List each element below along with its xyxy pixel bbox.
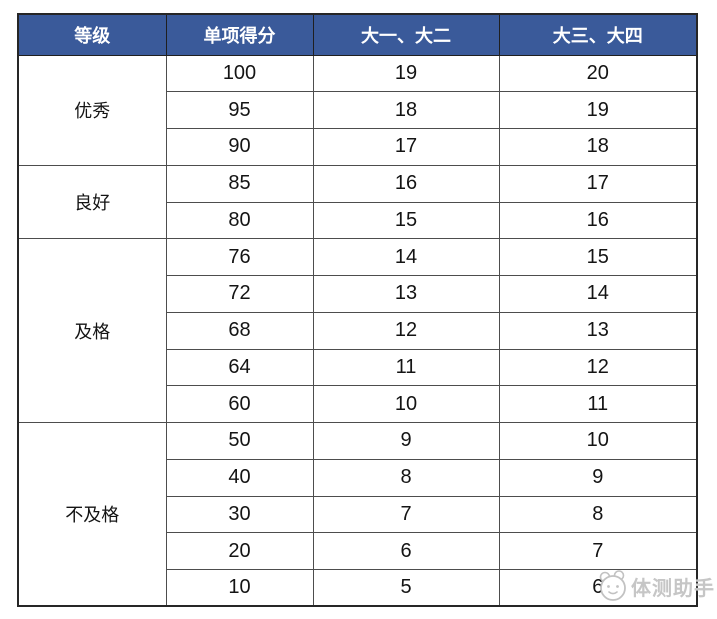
column-header-grade: 等级 bbox=[17, 13, 167, 56]
grade-cell-fail: 不及格 bbox=[17, 422, 167, 607]
table-row: 20 6 7 bbox=[18, 532, 698, 570]
column-header-score: 单项得分 bbox=[165, 13, 314, 56]
score-cell: 11 bbox=[312, 348, 500, 387]
score-cell: 60 bbox=[165, 385, 314, 423]
score-cell: 8 bbox=[312, 458, 500, 497]
header-row: 等级 单项得分 大一、大二 大三、大四 bbox=[17, 13, 698, 56]
score-cell: 85 bbox=[165, 164, 314, 203]
score-cell: 40 bbox=[165, 458, 314, 497]
column-header-fresh: 大一、大二 bbox=[312, 13, 500, 56]
score-cell: 13 bbox=[312, 275, 500, 313]
table-row: 80 15 16 bbox=[18, 201, 698, 240]
table-row: 优秀 100 19 20 bbox=[17, 54, 698, 166]
table-header: 等级 单项得分 大一、大二 大三、大四 bbox=[17, 13, 698, 56]
score-cell: 15 bbox=[498, 238, 698, 276]
score-cell: 16 bbox=[312, 164, 500, 203]
score-cell: 19 bbox=[312, 54, 500, 93]
table-row: 良好 85 16 17 bbox=[17, 164, 698, 240]
score-cell: 11 bbox=[498, 385, 698, 423]
grade-cell-pass: 及格 bbox=[17, 238, 167, 423]
score-cell: 7 bbox=[312, 495, 500, 534]
table-row: 60 10 11 bbox=[18, 385, 698, 423]
score-cell: 68 bbox=[165, 311, 314, 350]
score-cell: 76 bbox=[165, 238, 314, 276]
table-row: 不及格 50 9 10 bbox=[17, 422, 698, 607]
score-cell: 8 bbox=[498, 495, 698, 534]
table-row: 40 8 9 bbox=[18, 458, 698, 497]
score-cell: 64 bbox=[165, 348, 314, 387]
score-cell: 20 bbox=[498, 54, 698, 93]
score-cell: 15 bbox=[312, 201, 500, 240]
score-cell: 80 bbox=[165, 201, 314, 240]
score-cell: 5 bbox=[312, 569, 500, 607]
score-cell: 6 bbox=[498, 569, 698, 607]
score-cell: 12 bbox=[312, 311, 500, 350]
score-cell: 14 bbox=[312, 238, 500, 276]
score-cell: 10 bbox=[165, 569, 314, 607]
score-cell: 7 bbox=[498, 532, 698, 570]
column-header-senior: 大三、大四 bbox=[498, 13, 698, 56]
table-row: 95 18 19 bbox=[18, 91, 698, 129]
score-cell: 13 bbox=[498, 311, 698, 350]
score-cell: 30 bbox=[165, 495, 314, 534]
score-cell: 14 bbox=[498, 275, 698, 313]
table-row: 90 17 18 bbox=[18, 128, 698, 166]
score-cell: 95 bbox=[165, 91, 314, 129]
table-body: 优秀 100 19 20 95 18 19 90 17 18 良好 85 16 … bbox=[17, 54, 698, 607]
score-cell: 6 bbox=[312, 532, 500, 570]
score-cell: 72 bbox=[165, 275, 314, 313]
score-cell: 90 bbox=[165, 128, 314, 166]
table-row: 10 5 6 bbox=[18, 569, 698, 607]
score-cell: 17 bbox=[498, 164, 698, 203]
table-row: 及格 76 14 15 bbox=[17, 238, 698, 423]
grade-cell-excellent: 优秀 bbox=[17, 54, 167, 166]
table-row: 72 13 14 bbox=[18, 275, 698, 313]
score-cell: 12 bbox=[498, 348, 698, 387]
score-cell: 18 bbox=[312, 91, 500, 129]
table-row: 30 7 8 bbox=[18, 495, 698, 534]
score-cell: 20 bbox=[165, 532, 314, 570]
score-cell: 18 bbox=[498, 128, 698, 166]
table-row: 68 12 13 bbox=[18, 311, 698, 350]
score-cell: 19 bbox=[498, 91, 698, 129]
score-cell: 100 bbox=[165, 54, 314, 93]
score-cell: 10 bbox=[498, 422, 698, 460]
grade-cell-good: 良好 bbox=[17, 164, 167, 240]
score-cell: 9 bbox=[498, 458, 698, 497]
score-cell: 17 bbox=[312, 128, 500, 166]
score-cell: 10 bbox=[312, 385, 500, 423]
score-grade-table: 等级 单项得分 大一、大二 大三、大四 优秀 100 19 20 95 18 1… bbox=[17, 13, 698, 608]
score-cell: 50 bbox=[165, 422, 314, 460]
score-cell: 9 bbox=[312, 422, 500, 460]
score-cell: 16 bbox=[498, 201, 698, 240]
